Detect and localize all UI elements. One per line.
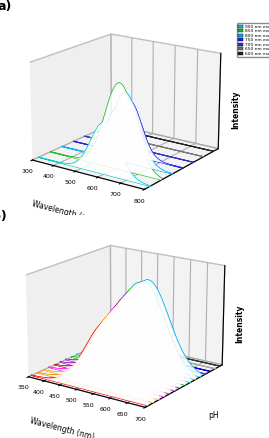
Y-axis label: pH: pH [208, 411, 219, 420]
X-axis label: Wavelength (nm): Wavelength (nm) [31, 199, 97, 225]
X-axis label: Wavelength (nm): Wavelength (nm) [29, 417, 95, 438]
Text: Intensity: Intensity [231, 90, 240, 129]
Text: a): a) [0, 0, 12, 13]
Text: b): b) [0, 210, 7, 223]
Text: Intensity: Intensity [235, 305, 245, 343]
Legend: 900 nm excitation, 850 nm excitation, 800 nm excitation, 750 nm excitation, 700 : 900 nm excitation, 850 nm excitation, 80… [237, 23, 269, 57]
